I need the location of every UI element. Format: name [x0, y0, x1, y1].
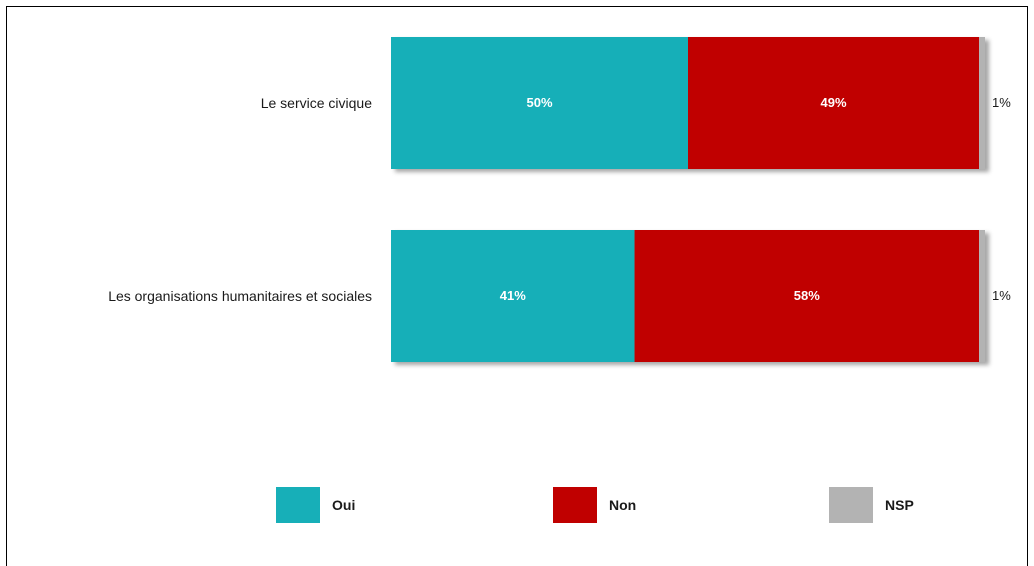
- data-label-oui-1: 50%: [526, 95, 552, 110]
- bar-oui-2: [391, 230, 635, 362]
- bars-group: [391, 37, 985, 362]
- data-label-non-1: 49%: [821, 95, 847, 110]
- legend: Oui Non NSP: [276, 487, 914, 523]
- bar-non-2: [634, 230, 980, 362]
- labels-group: Le service civique 50% 49% 1% Les organisati…: [108, 95, 1011, 304]
- legend-label-nsp: NSP: [885, 497, 914, 513]
- data-label-non-2: 58%: [794, 288, 820, 303]
- bar-nsp-1: [979, 37, 985, 169]
- bar-row-1: [391, 37, 985, 169]
- legend-swatch-non: [553, 487, 597, 523]
- legend-swatch-nsp: [829, 487, 873, 523]
- bar-non-1: [688, 37, 980, 169]
- legend-swatch-oui: [276, 487, 320, 523]
- legend-label-oui: Oui: [332, 497, 355, 513]
- bar-row-2: [391, 230, 985, 362]
- bar-nsp-2: [979, 230, 985, 362]
- bar-oui-1: [391, 37, 688, 169]
- legend-label-non: Non: [609, 497, 636, 513]
- data-label-nsp-1: 1%: [992, 95, 1011, 110]
- category-label-2: Les organisations humanitaires et social…: [108, 288, 372, 304]
- data-label-nsp-2: 1%: [992, 288, 1011, 303]
- category-label-1: Le service civique: [261, 95, 372, 111]
- data-label-oui-2: 41%: [500, 288, 526, 303]
